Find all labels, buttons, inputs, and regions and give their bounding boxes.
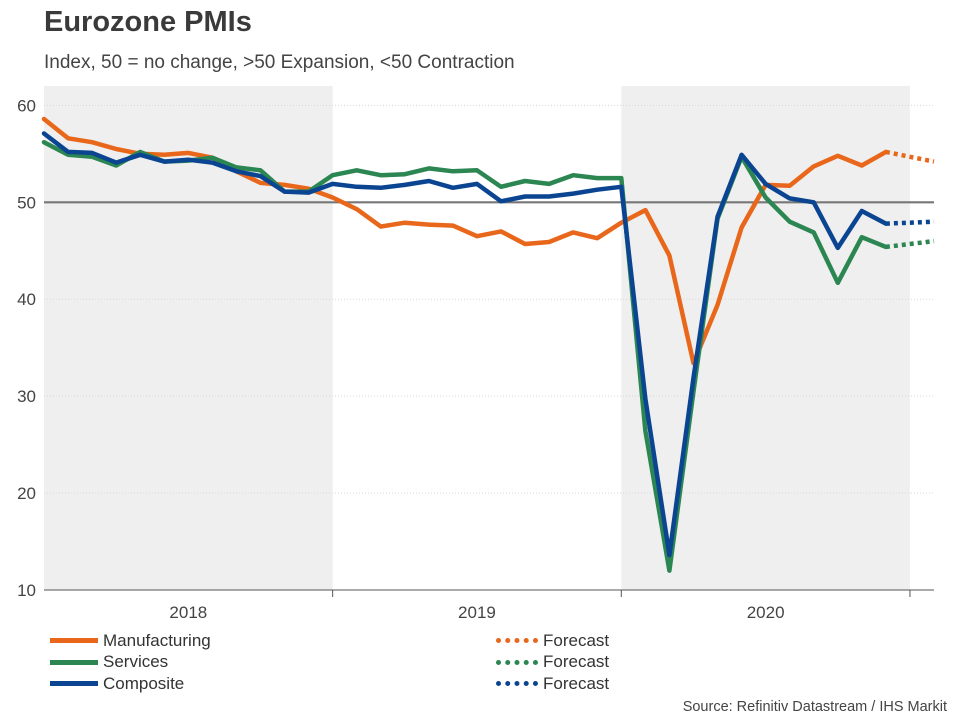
shade-band-2020: [621, 86, 910, 590]
x-tick-label-2018: 2018: [169, 603, 207, 622]
legend-item-composite-forecast: Forecast: [490, 673, 609, 695]
legend-label-services: Services: [103, 652, 169, 672]
composite-swatch: [50, 681, 98, 687]
services-forecast-swatch: [496, 659, 538, 665]
legend-label-manufacturing-forecast: Forecast: [543, 630, 610, 650]
services-swatch: [50, 659, 98, 665]
forecast-line-services: [885, 238, 935, 250]
legend-item-manufacturing: Manufacturing: [50, 630, 211, 652]
legend-item-services: Services: [50, 652, 211, 674]
y-tick-label-40: 40: [17, 290, 36, 309]
composite-forecast-swatch: [496, 681, 538, 687]
chart-title: Eurozone PMIs: [44, 6, 252, 38]
series-line-manufacturing: [41, 116, 889, 366]
series-line-composite: [41, 131, 889, 558]
x-tick-label-2019: 2019: [458, 603, 496, 622]
y-tick-label-20: 20: [17, 484, 36, 503]
shade-band-2018: [44, 86, 333, 590]
y-tick-label-50: 50: [17, 193, 36, 212]
legend-label-composite-forecast: Forecast: [543, 673, 610, 693]
manufacturing-swatch: [50, 638, 98, 644]
legend-actual: Manufacturing Services Composite: [50, 630, 211, 695]
legend-forecast: Forecast Forecast Forecast: [490, 630, 609, 695]
chart-subtitle: Index, 50 = no change, >50 Expansion, <5…: [44, 52, 515, 73]
legend-label-manufacturing: Manufacturing: [103, 630, 211, 650]
forecast-line-manufacturing: [885, 149, 935, 164]
legend-item-services-forecast: Forecast: [490, 652, 609, 674]
y-tick-label-10: 10: [17, 581, 36, 600]
source-note: Source: Refinitiv Datastream / IHS Marki…: [682, 699, 947, 715]
legend-item-manufacturing-forecast: Forecast: [490, 630, 609, 652]
y-tick-label-30: 30: [17, 387, 36, 406]
y-tick-label-60: 60: [17, 96, 36, 115]
forecast-line-composite: [885, 219, 935, 226]
manufacturing-forecast-swatch: [496, 638, 538, 644]
legend-label-services-forecast: Forecast: [543, 652, 610, 672]
legend-item-composite: Composite: [50, 673, 211, 695]
legend-label-composite: Composite: [103, 673, 185, 693]
x-tick-label-2020: 2020: [747, 603, 785, 622]
